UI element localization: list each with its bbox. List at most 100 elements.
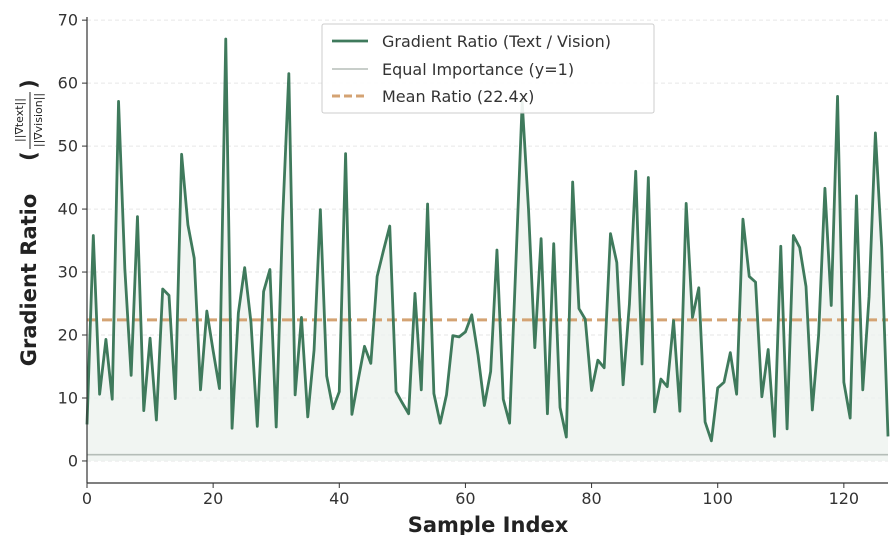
data-point-84 <box>616 261 618 263</box>
data-point-86 <box>628 303 630 305</box>
data-point-14 <box>174 397 176 399</box>
y-ticks: 0 10 20 30 40 50 60 70 <box>58 11 87 470</box>
x-tick-label-60: 60 <box>455 489 475 508</box>
data-point-3 <box>105 338 107 340</box>
data-point-18 <box>199 389 201 391</box>
data-point-39 <box>332 407 334 409</box>
data-point-48 <box>389 225 391 227</box>
data-point-91 <box>660 378 662 380</box>
data-point-126 <box>880 246 882 248</box>
legend-label-series: Gradient Ratio (Text / Vision) <box>382 32 611 51</box>
x-tick-label-20: 20 <box>203 489 223 508</box>
data-point-85 <box>622 384 624 386</box>
data-point-38 <box>325 375 327 377</box>
y-tick-label-0: 0 <box>68 451 78 470</box>
data-point-22 <box>225 38 227 40</box>
data-point-105 <box>748 275 750 277</box>
data-point-30 <box>275 426 277 428</box>
data-point-94 <box>679 410 681 412</box>
data-point-73 <box>546 413 548 415</box>
data-point-96 <box>691 316 693 318</box>
data-point-41 <box>344 152 346 154</box>
data-point-12 <box>161 288 163 290</box>
data-point-52 <box>414 292 416 294</box>
data-point-2 <box>98 393 100 395</box>
y-tick-label-60: 60 <box>58 74 78 93</box>
x-tick-label-40: 40 <box>329 489 349 508</box>
data-point-116 <box>817 334 819 336</box>
data-point-71 <box>534 346 536 348</box>
y-axis-title: Gradient Ratio ( ||∇text|| ||∇vision|| ) <box>13 79 45 366</box>
data-point-107 <box>761 396 763 398</box>
data-point-47 <box>382 249 384 251</box>
data-point-23 <box>231 427 233 429</box>
data-point-67 <box>508 422 510 424</box>
data-point-72 <box>540 237 542 239</box>
data-point-57 <box>445 394 447 396</box>
data-point-11 <box>155 419 157 421</box>
data-point-99 <box>710 440 712 442</box>
data-point-125 <box>874 132 876 134</box>
data-point-113 <box>799 246 801 248</box>
data-point-109 <box>773 435 775 437</box>
data-point-64 <box>489 370 491 372</box>
data-point-19 <box>206 310 208 312</box>
y-axis-title-text: Gradient Ratio <box>17 194 41 367</box>
data-point-6 <box>124 268 126 270</box>
data-point-10 <box>149 337 151 339</box>
data-point-53 <box>420 389 422 391</box>
data-point-81 <box>597 359 599 361</box>
data-point-60 <box>464 331 466 333</box>
data-point-100 <box>717 387 719 389</box>
data-point-70 <box>527 208 529 210</box>
y-tick-label-70: 70 <box>58 11 78 30</box>
data-point-95 <box>685 202 687 204</box>
data-point-115 <box>811 409 813 411</box>
data-point-62 <box>477 354 479 356</box>
data-point-65 <box>496 249 498 251</box>
data-point-78 <box>578 307 580 309</box>
x-tick-label-120: 120 <box>829 489 860 508</box>
data-point-120 <box>843 381 845 383</box>
data-point-43 <box>357 379 359 381</box>
legend-label-mean: Mean Ratio (22.4x) <box>382 87 534 106</box>
data-point-110 <box>780 245 782 247</box>
x-tick-label-100: 100 <box>702 489 733 508</box>
y-tick-label-50: 50 <box>58 137 78 156</box>
data-point-7 <box>130 374 132 376</box>
data-point-98 <box>704 421 706 423</box>
x-axis-title: Sample Index <box>408 513 569 535</box>
data-point-26 <box>250 321 252 323</box>
legend-label-reference: Equal Importance (y=1) <box>382 60 574 79</box>
data-point-36 <box>313 349 315 351</box>
y-axis-title-open-paren: ( <box>17 151 41 161</box>
data-point-122 <box>855 195 857 197</box>
data-point-55 <box>433 392 435 394</box>
data-point-8 <box>136 215 138 217</box>
data-point-104 <box>742 218 744 220</box>
data-point-123 <box>862 389 864 391</box>
x-ticks: 0 20 40 60 80 100 120 <box>82 483 859 508</box>
data-point-37 <box>319 209 321 211</box>
data-point-92 <box>666 385 668 387</box>
data-point-35 <box>307 416 309 418</box>
y-axis-title-close-paren: ) <box>17 79 41 89</box>
data-point-83 <box>609 232 611 234</box>
legend-box <box>321 23 655 114</box>
y-axis-fraction-numerator: ||∇text|| <box>13 98 26 142</box>
data-point-49 <box>395 390 397 392</box>
data-point-111 <box>786 428 788 430</box>
data-point-28 <box>262 290 264 292</box>
gradient-ratio-line <box>85 37 890 443</box>
data-point-51 <box>407 413 409 415</box>
data-point-40 <box>338 390 340 392</box>
data-point-101 <box>723 381 725 383</box>
x-tick-label-0: 0 <box>82 489 92 508</box>
data-point-20 <box>212 350 214 352</box>
data-point-5 <box>117 100 119 102</box>
data-point-117 <box>824 187 826 189</box>
data-point-102 <box>729 351 731 353</box>
area-fill <box>87 39 888 461</box>
data-point-76 <box>565 436 567 438</box>
